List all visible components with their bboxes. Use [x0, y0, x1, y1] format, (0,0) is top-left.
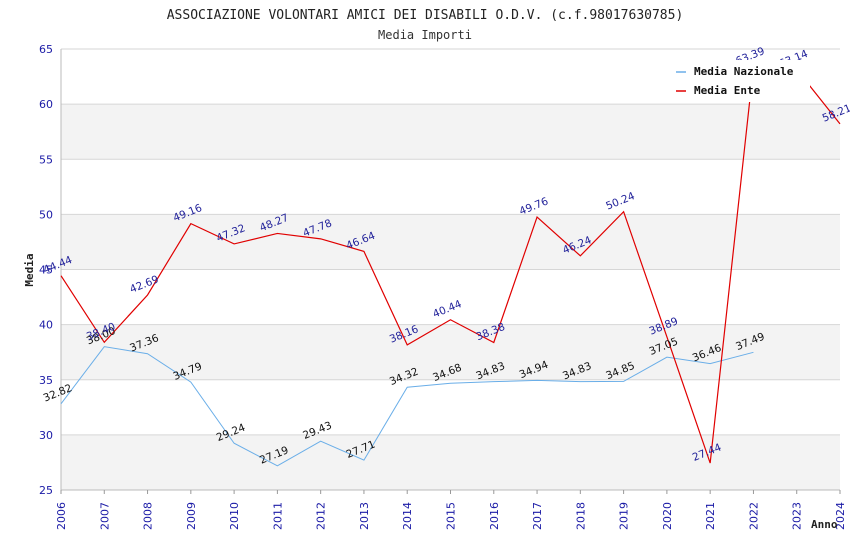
- plot-band: [61, 379, 840, 435]
- x-axis-ticks: 2006 2007 2008 2009 2010 2011 2012 2013 2014 2015…: [55, 490, 847, 530]
- legend-label-nazionale: Media Nazionale: [694, 65, 794, 78]
- x-tick-label: 2018: [574, 502, 587, 530]
- y-tick-label: 65: [39, 43, 53, 56]
- x-tick-label: 2019: [618, 502, 631, 530]
- legend-label-ente: Media Ente: [694, 84, 761, 97]
- x-tick-label: 2020: [661, 502, 674, 530]
- x-tick-label: 2023: [791, 502, 804, 530]
- y-tick-label: 25: [39, 484, 53, 497]
- y-tick-label: 35: [39, 374, 53, 387]
- chart-subtitle: Media Importi: [378, 28, 472, 42]
- x-tick-label: 2012: [315, 502, 328, 530]
- plot-band: [61, 434, 840, 490]
- x-axis-label: Anno: [811, 518, 838, 531]
- series-line-media-nazionale: [60, 346, 754, 467]
- y-tick-label: 45: [39, 264, 53, 277]
- plot-band: [61, 269, 840, 325]
- x-tick-label: 2022: [747, 502, 760, 530]
- y-tick-label: 50: [39, 208, 53, 221]
- plot-band: [61, 324, 840, 380]
- x-tick-label: 2007: [98, 502, 111, 530]
- y-tick-label: 30: [39, 429, 53, 442]
- x-tick-label: 2024: [834, 502, 847, 530]
- y-axis-ticks: 25 30 35 40 45 50 55 60 65: [39, 43, 53, 497]
- x-tick-label: 2016: [488, 502, 501, 530]
- x-tick-label: 2013: [358, 502, 371, 530]
- y-tick-label: 55: [39, 153, 53, 166]
- plot-band: [61, 104, 840, 160]
- y-axis-label: Media: [23, 253, 36, 286]
- series-layer: [60, 66, 841, 467]
- x-tick-label: 2009: [185, 502, 198, 530]
- x-tick-label: 2011: [271, 502, 284, 530]
- y-tick-label: 40: [39, 319, 53, 332]
- x-tick-label: 2010: [228, 502, 241, 530]
- legend-box: [670, 60, 810, 102]
- plot-band: [61, 159, 840, 215]
- x-tick-label: 2021: [704, 502, 717, 530]
- y-tick-label: 60: [39, 98, 53, 111]
- x-tick-label: 2015: [445, 502, 458, 530]
- x-tick-label: 2017: [531, 502, 544, 530]
- chart-title: ASSOCIAZIONE VOLONTARI AMICI DEI DISABIL…: [167, 8, 684, 23]
- x-tick-label: 2014: [401, 502, 414, 530]
- series-line-media-ente: [60, 66, 841, 464]
- x-tick-label: 2008: [142, 502, 155, 530]
- legend: Media Nazionale Media Ente: [670, 60, 810, 102]
- x-tick-label: 2006: [55, 502, 68, 530]
- plot-background: [61, 49, 840, 490]
